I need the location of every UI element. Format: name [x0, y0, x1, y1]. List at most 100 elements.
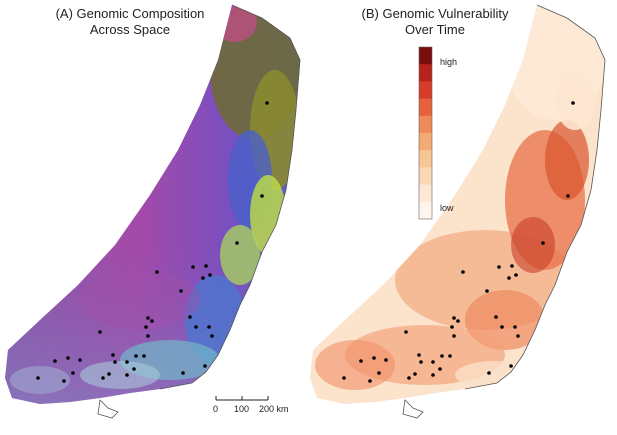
sample-point [342, 376, 346, 380]
sample-point [450, 325, 454, 329]
sample-point [514, 273, 518, 277]
panel-a-title-line1: (A) Genomic Composition [55, 6, 205, 21]
sample-point [144, 325, 148, 329]
sample-point [440, 354, 444, 358]
legend-swatch [419, 98, 432, 117]
sample-point [500, 325, 504, 329]
sample-point [456, 319, 460, 323]
sample-point [413, 372, 417, 376]
coastline-b [464, 4, 606, 390]
sample-point [146, 316, 150, 320]
sample-point [419, 360, 423, 364]
legend-swatch [419, 133, 432, 151]
genomic-composition-map [5, 4, 301, 419]
sample-point [132, 367, 136, 371]
panel-a-title-line2: Across Space [89, 22, 171, 37]
sample-point [125, 360, 129, 364]
sample-point [359, 359, 363, 363]
sample-point [113, 360, 117, 364]
sample-point [71, 371, 75, 375]
scale-label-0: 0 [213, 404, 219, 414]
legend-swatch [419, 64, 432, 82]
sample-point [210, 334, 214, 338]
sample-point [507, 276, 511, 280]
sample-point [179, 289, 183, 293]
scale-bar [215, 396, 269, 401]
bay-outline [97, 399, 119, 419]
legend-low-label: low [440, 203, 454, 213]
sample-point [66, 356, 70, 360]
legend-swatch [419, 115, 432, 134]
sample-points-a [36, 101, 269, 383]
legend-high-label: high [440, 57, 458, 67]
scale-label-200: 200 km [259, 404, 289, 414]
sample-point [452, 316, 456, 320]
sample-point [404, 330, 408, 334]
sample-point [438, 367, 442, 371]
legend-swatch [419, 184, 432, 203]
panel-b-raster [310, 5, 605, 404]
sample-point [134, 354, 138, 358]
coastline [159, 4, 301, 390]
legend-swatch [419, 167, 432, 185]
sample-point [203, 364, 207, 368]
sample-point [260, 194, 264, 198]
sample-point [516, 334, 520, 338]
sample-points-b [342, 101, 575, 383]
legend-swatch [419, 81, 432, 99]
sample-point [497, 265, 501, 269]
scale-label-100: 100 [234, 404, 250, 414]
panel-a-title: (A) Genomic Composition Across Space [30, 6, 230, 38]
sample-point [235, 241, 239, 245]
sample-point [53, 359, 57, 363]
sample-point [452, 334, 456, 338]
sample-point [494, 315, 498, 319]
sample-point [377, 371, 381, 375]
sample-point [431, 360, 435, 364]
genomic-vulnerability-map [310, 4, 606, 419]
sample-point [431, 373, 435, 377]
sample-point [36, 376, 40, 380]
sample-point [372, 356, 376, 360]
sample-point [384, 358, 388, 362]
sample-point [125, 373, 129, 377]
sample-point [541, 241, 545, 245]
sample-point [487, 371, 491, 375]
sample-point [513, 325, 517, 329]
sample-point [204, 264, 208, 268]
legend-swatch [419, 201, 432, 220]
sample-point [461, 270, 465, 274]
sample-point [566, 194, 570, 198]
sample-point [98, 330, 102, 334]
sample-point [510, 264, 514, 268]
bay-outline-b [402, 399, 424, 419]
sample-point [111, 353, 115, 357]
legend-frame [418, 46, 433, 220]
panel-b-title-line2: Over Time [405, 22, 465, 37]
sample-point [265, 101, 269, 105]
legend-swatch [419, 150, 432, 168]
sample-point [194, 325, 198, 329]
sample-point [188, 315, 192, 319]
sample-point [146, 334, 150, 338]
sample-point [191, 265, 195, 269]
sample-point [62, 379, 66, 383]
sample-point [485, 289, 489, 293]
sample-point [150, 319, 154, 323]
sample-point [142, 354, 146, 358]
sample-point [107, 372, 111, 376]
sample-point [509, 364, 513, 368]
panel-b-title: (B) Genomic Vulnerability Over Time [335, 6, 535, 38]
sample-point [448, 354, 452, 358]
sample-point [571, 101, 575, 105]
sample-point [407, 376, 411, 380]
panel-a-raster [5, 5, 300, 404]
sample-point [101, 376, 105, 380]
sample-point [201, 276, 205, 280]
sample-point [155, 270, 159, 274]
sample-point [78, 358, 82, 362]
panel-b-title-line1: (B) Genomic Vulnerability [361, 6, 509, 21]
sample-point [181, 371, 185, 375]
legend-swatch [419, 47, 432, 65]
sample-point [208, 273, 212, 277]
